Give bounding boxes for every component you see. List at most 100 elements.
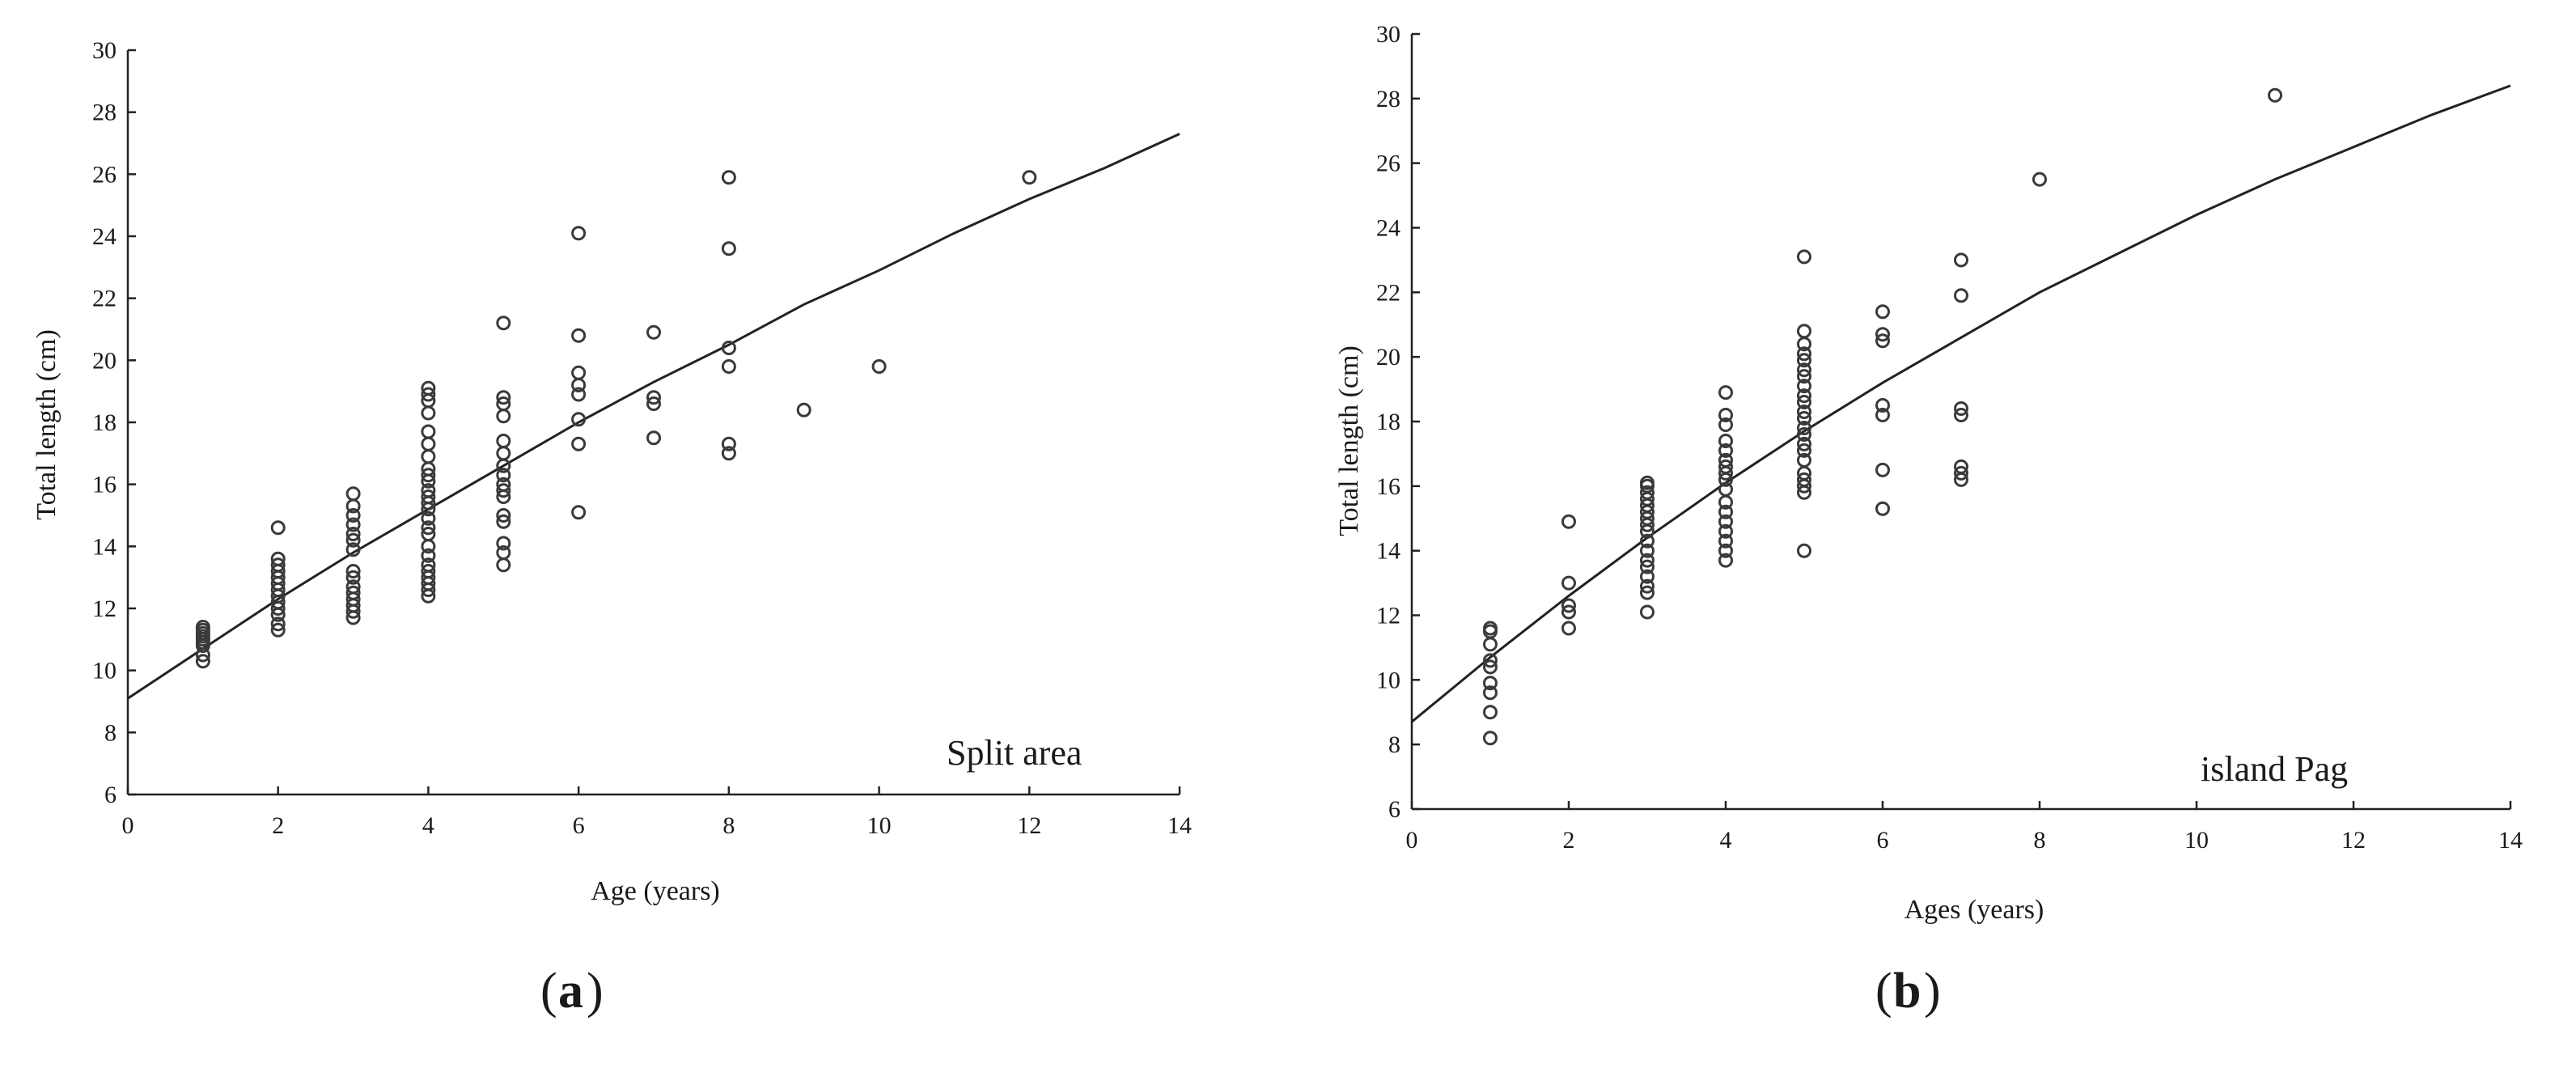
panel-b-data-point bbox=[1718, 514, 1733, 529]
panel-a-annotation: Split area bbox=[947, 733, 1082, 773]
panel-b-annotation: island Pag bbox=[2201, 749, 2348, 789]
panel-a-data-point bbox=[496, 508, 511, 523]
panel-b-y-tick-label: 10 bbox=[1376, 667, 1400, 693]
panel-b-x-tick-label: 10 bbox=[2184, 827, 2209, 854]
panel-b-data-point bbox=[1483, 621, 1498, 636]
panel-b-data-point bbox=[1875, 327, 1890, 342]
panel-b-data-point bbox=[1875, 462, 1890, 477]
panel-a-data-point bbox=[421, 520, 436, 536]
panel-a-data-point bbox=[496, 434, 511, 448]
panel-b-data-point bbox=[1797, 411, 1811, 426]
panel-a-data-point bbox=[345, 585, 361, 600]
panel-b-data-point bbox=[1561, 598, 1576, 613]
panel-a-x-tick-label: 8 bbox=[722, 812, 735, 839]
panel-b-data-point bbox=[1483, 685, 1498, 701]
panel-b-x-tick-label: 8 bbox=[2034, 827, 2046, 854]
panel-a-data-point bbox=[421, 405, 436, 421]
panel-a-y-tick-label: 22 bbox=[92, 286, 117, 312]
panel-a-data-point bbox=[646, 396, 661, 411]
panel-a-data-point bbox=[496, 409, 511, 424]
panel-b-data-point bbox=[1718, 452, 1733, 468]
panel-a-data-point bbox=[345, 579, 361, 595]
panel-b-data-point bbox=[1718, 434, 1733, 448]
panel-b-label: ( b ) bbox=[1875, 964, 1941, 1019]
panel-b-data-point bbox=[1640, 543, 1654, 558]
panel-a-data-point bbox=[270, 520, 286, 536]
panel-a-data-point bbox=[496, 390, 511, 405]
panel-b-y-tick-label: 8 bbox=[1388, 731, 1400, 758]
panel-a-y-tick-label: 18 bbox=[92, 409, 117, 436]
panel-b-data-point bbox=[1561, 621, 1576, 636]
panel-b-data-point bbox=[1797, 421, 1811, 435]
panel-a-data-point bbox=[721, 241, 736, 256]
panel-a-data-point bbox=[421, 564, 436, 578]
panel-b-data-point bbox=[1718, 543, 1733, 558]
panel-a-data-point bbox=[721, 341, 736, 355]
panel-b-data-point bbox=[1718, 385, 1733, 400]
panel-a-y-axis-label: Total length (cm) bbox=[32, 329, 61, 520]
panel-a-data-point bbox=[421, 483, 436, 498]
panel-a-data-point bbox=[345, 508, 361, 523]
panel-b-x-tick-label: 0 bbox=[1406, 827, 1418, 854]
panel-a-y-tick-label: 6 bbox=[104, 782, 117, 808]
panel-a-data-point bbox=[646, 324, 661, 340]
panel-a-y-tick-label: 10 bbox=[92, 658, 117, 684]
panel-a-data-point bbox=[721, 170, 736, 185]
panel-a-x-tick-label: 10 bbox=[867, 812, 892, 839]
panel-a-x-axis-label: Age (years) bbox=[591, 876, 720, 906]
panel-b-data-point bbox=[1640, 533, 1654, 549]
panel-b-data-point bbox=[1797, 388, 1811, 404]
panel-b-y-tick-label: 18 bbox=[1376, 409, 1400, 435]
panel-b-data-point bbox=[1640, 585, 1654, 600]
panel-a-data-point bbox=[571, 365, 587, 380]
panel-b-data-point bbox=[1797, 395, 1811, 409]
panel-b-y-tick-label: 26 bbox=[1376, 150, 1400, 177]
panel-a-fit-curve bbox=[127, 133, 1180, 700]
panel-a-data-point bbox=[721, 446, 736, 461]
panel-b-data-point bbox=[1483, 659, 1498, 675]
panel-a-x-tick-label: 6 bbox=[573, 812, 585, 839]
panel-b-data-point bbox=[1875, 304, 1890, 320]
panel-b-x-tick-label: 4 bbox=[1720, 827, 1732, 854]
panel-a-data-point bbox=[496, 396, 511, 411]
panel-b-data-point bbox=[1797, 249, 1811, 265]
panel-b-data-point bbox=[1797, 369, 1811, 384]
panel-b-x-tick-label: 2 bbox=[1563, 827, 1575, 854]
panel-a-data-point bbox=[496, 557, 511, 573]
panel-b-data-point bbox=[1640, 485, 1654, 500]
panel-a-y-tick-label: 20 bbox=[92, 347, 117, 374]
panel-b-data-point bbox=[1797, 362, 1811, 378]
panel-b-data-point bbox=[1954, 401, 1968, 416]
panel-a-data-point bbox=[345, 527, 361, 541]
panel-b-data-point bbox=[1797, 346, 1811, 362]
panel-b-data-point bbox=[1483, 705, 1498, 720]
panel-b-y-tick-label: 24 bbox=[1376, 215, 1400, 242]
panel-b-data-point bbox=[1797, 353, 1811, 368]
panel-a-data-point bbox=[421, 489, 436, 504]
panel-a-y-tick-label: 14 bbox=[92, 533, 117, 560]
panel-b-data-point bbox=[1640, 578, 1654, 594]
panel-b-data-point bbox=[1561, 604, 1576, 620]
panel-a-data-point bbox=[345, 570, 361, 585]
panel-a-data-point bbox=[571, 412, 587, 427]
panel-b-y-tick-label: 20 bbox=[1376, 344, 1400, 371]
panel-b-data-point bbox=[1561, 575, 1576, 591]
panel-a-y-tick-label: 28 bbox=[92, 100, 117, 126]
panel-b-data-point bbox=[1640, 569, 1654, 584]
panel-a-data-point bbox=[270, 557, 286, 573]
panel-a-data-point bbox=[571, 328, 587, 343]
panel-b-data-point bbox=[1875, 333, 1890, 349]
panel-a-data-point bbox=[496, 468, 511, 483]
panel-b-y-tick-label: 16 bbox=[1376, 473, 1400, 500]
panel-b-data-point bbox=[1483, 676, 1498, 691]
panel-a-data-point bbox=[195, 620, 210, 634]
panel-b-data-point bbox=[1718, 417, 1733, 432]
panel-a-data-point bbox=[345, 564, 361, 578]
panel-a-x-tick-label: 4 bbox=[422, 812, 434, 839]
panel-b-data-point bbox=[1483, 731, 1498, 746]
panel-b-data-point bbox=[1718, 504, 1733, 519]
panel-a-data-point bbox=[270, 617, 286, 632]
panel-a-data-point bbox=[721, 359, 736, 374]
